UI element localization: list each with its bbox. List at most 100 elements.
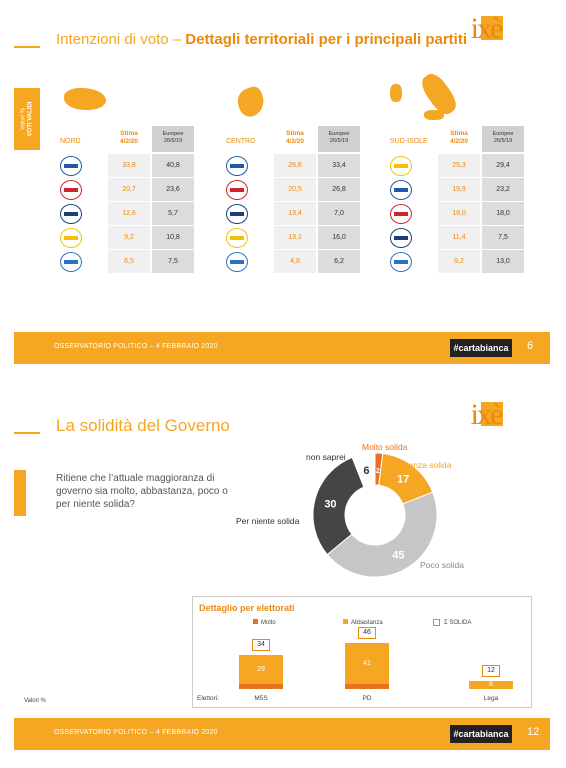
bar-abbastanza: [469, 681, 513, 689]
party-logo-fdi-icon: [60, 204, 82, 224]
footer-hashtag: #cartabianca: [450, 339, 512, 357]
header-europee: Europee 26/5/19: [318, 126, 360, 152]
footer-hashtag: #cartabianca: [450, 725, 512, 743]
donut-legend-label: Molto solida: [362, 442, 408, 452]
bar-category-label: PD: [362, 695, 372, 702]
slide-title: La solidità del Governo: [56, 416, 230, 435]
party-logo-m5s-icon: [60, 228, 82, 248]
slide-title: Intenzioni di voto – Dettagli territoria…: [56, 31, 467, 48]
value-stima: 19,9: [438, 178, 480, 201]
donut-slice: [326, 491, 438, 578]
legend-abbastanza: Abbastanza: [343, 619, 383, 626]
value-stima: 4,8: [274, 250, 316, 273]
party-logo-lega-icon: [60, 156, 82, 176]
bar-abbastanza: [239, 655, 283, 684]
party-logo-fi-icon: [390, 252, 412, 272]
value-europee: 7,0: [318, 202, 360, 225]
donut-value-label: 2: [376, 468, 380, 475]
page-number: 6: [527, 340, 534, 352]
value-europee: 7,5: [152, 250, 194, 273]
donut-value-label: 6: [363, 465, 369, 477]
party-logo-m5s-icon: [226, 228, 248, 248]
header-europee: Europee 26/5/19: [152, 126, 194, 152]
table-row: 11,4 7,5: [390, 226, 524, 250]
bar-molto: [345, 684, 389, 689]
value-europee: 23,6: [152, 178, 194, 201]
value-stima: 33,8: [108, 154, 150, 177]
donut-slice: [312, 456, 365, 556]
table-row: 18,0 18,0: [390, 202, 524, 226]
party-logo-m5s-icon: [390, 156, 412, 176]
value-europee: 10,8: [152, 226, 194, 249]
map-nord-icon: [64, 88, 106, 110]
party-logo-pd-icon: [60, 180, 82, 200]
footer: OSSERVATORIO POLITICO – 4 FEBBRAIO 2020 …: [14, 718, 550, 750]
title-dash: [14, 432, 40, 434]
party-logo-fi-icon: [226, 252, 248, 272]
value-stima: 11,4: [438, 226, 480, 249]
value-stima: 26,6: [274, 154, 316, 177]
value-stima: 25,3: [438, 154, 480, 177]
table-row: 13,1 16,0: [226, 226, 360, 250]
detail-panel: Dettaglio per elettorati Molto Abbastanz…: [192, 596, 532, 708]
donut-legend-label: Per niente solida: [236, 516, 300, 526]
value-europee: 26,8: [318, 178, 360, 201]
bar-category-label: M5S: [254, 695, 268, 702]
party-logo-fdi-icon: [226, 204, 248, 224]
table-row: 4,8 6,2: [226, 250, 360, 274]
value-stima: 13,4: [274, 202, 316, 225]
party-logo-fi-icon: [60, 252, 82, 272]
value-europee: 40,8: [152, 154, 194, 177]
bar-total-label: 46: [358, 627, 376, 639]
table-row: 9,2 10,8: [60, 226, 194, 250]
region-name: NORD: [60, 138, 81, 145]
value-europee: 23,2: [482, 178, 524, 201]
page-number: 12: [527, 726, 540, 738]
bar-total-label: 34: [252, 639, 270, 651]
table-row: 20,7 23,6: [60, 178, 194, 202]
donut-value-label: 30: [324, 499, 336, 511]
value-stima: 12,6: [108, 202, 150, 225]
table-row: 33,8 40,8: [60, 154, 194, 178]
region-name: CENTRO: [226, 138, 256, 145]
ixe-logo: ixè: [470, 398, 504, 431]
header-stima: Stima 4/2/20: [119, 130, 139, 145]
value-stima: 13,1: [274, 226, 316, 249]
map-centro-icon: [233, 84, 269, 120]
footer-text: OSSERVATORIO POLITICO – 4 FEBBRAIO 2020: [54, 729, 218, 736]
value-stima: 20,5: [274, 178, 316, 201]
legend-sum: Σ SOLIDA: [433, 619, 471, 626]
value-europee: 5,7: [152, 202, 194, 225]
table-row: 19,9 23,2: [390, 178, 524, 202]
table-row: 9,2 13,0: [390, 250, 524, 274]
table-row: 13,4 7,0: [226, 202, 360, 226]
donut-legend-label: non saprei: [306, 452, 346, 462]
region-name: SUD-ISOLE: [390, 138, 428, 145]
table-row: 25,3 29,4: [390, 154, 524, 178]
party-logo-fdi-icon: [390, 228, 412, 248]
map-sardegna-icon: [390, 84, 402, 102]
footer-text: OSSERVATORIO POLITICO – 4 FEBBRAIO 2020: [54, 343, 218, 350]
bar-value-abbastanza: 41: [363, 659, 371, 667]
bar-category-label: Lega: [483, 695, 499, 702]
party-logo-pd-icon: [390, 204, 412, 224]
donut-chart: 2 17 45 30 6: [312, 452, 438, 578]
map-sicilia-icon: [424, 110, 444, 120]
value-europee: 16,0: [318, 226, 360, 249]
detail-title: Dettaglio per elettorati: [199, 603, 295, 613]
value-stima: 6,5: [108, 250, 150, 273]
header-europee: Europee 26/5/19: [482, 126, 524, 152]
value-europee: 18,0: [482, 202, 524, 225]
party-logo-lega-icon: [390, 180, 412, 200]
table-row: 6,5 7,5: [60, 250, 194, 274]
value-stima: 18,0: [438, 202, 480, 225]
value-europee: 6,2: [318, 250, 360, 273]
slide-governo: La solidità del Governo ixè Ritiene che …: [0, 386, 566, 768]
value-stima: 9,2: [108, 226, 150, 249]
bar-abbastanza: [345, 643, 389, 684]
table-row: 26,6 33,4: [226, 154, 360, 178]
slide-territorial: Intenzioni di voto – Dettagli territoria…: [0, 0, 566, 372]
party-logo-pd-icon: [226, 180, 248, 200]
question-text: Ritiene che l’attuale maggioranza di gov…: [56, 473, 228, 510]
value-europee: 13,0: [482, 250, 524, 273]
